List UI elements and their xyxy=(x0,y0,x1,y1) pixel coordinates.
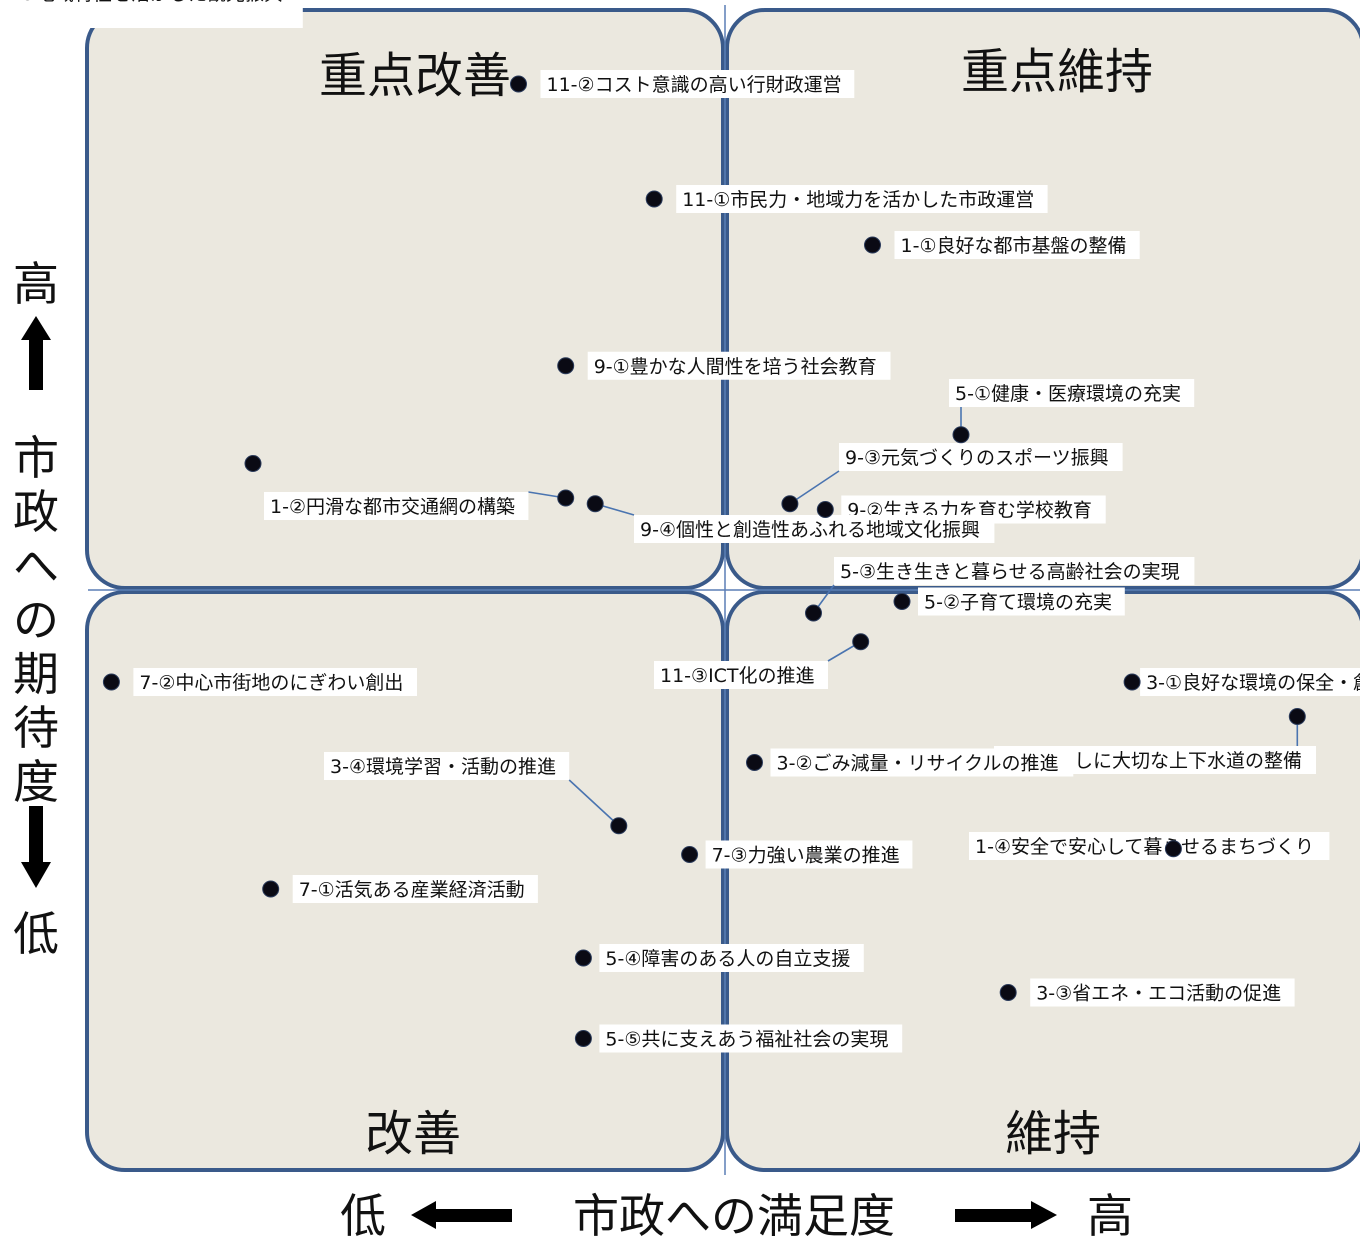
quadrant-title-bottom-right: 維持 xyxy=(1005,1106,1101,1162)
y-axis-label-char: 市 xyxy=(13,431,59,485)
x-axis-label: 市政への満足度 xyxy=(573,1189,895,1242)
point-label: 1-①良好な都市基盤の整備 xyxy=(901,235,1127,257)
point-label: 3-①良好な環境の保全・創造 xyxy=(1146,672,1360,694)
point-label-bg xyxy=(770,748,1074,777)
point-label: 5-①健康・医療環境の充実 xyxy=(955,383,1181,405)
leader-line xyxy=(568,779,620,827)
point-label: 5-⑤共に支えあう福祉社会の実現 xyxy=(605,1029,888,1051)
y-axis-label-char: の xyxy=(13,593,59,647)
data-point xyxy=(557,489,575,507)
point-label: 11-③ICT化の推進 xyxy=(660,665,815,687)
point-label: 9-③元気づくりのスポーツ振興 xyxy=(845,447,1109,469)
point-label-bg xyxy=(587,351,891,380)
point-label: 9-④個性と創造性あふれる地域文化振興 xyxy=(640,519,980,541)
point-label-bg xyxy=(705,840,913,869)
point-label-bg xyxy=(969,832,1330,860)
up-arrow-icon xyxy=(21,316,51,390)
point-label: 5-④障害のある人の自立支援 xyxy=(605,948,850,970)
point-label: 7-③力強い農業の推進 xyxy=(712,845,900,867)
point-label: 3-③省エネ・エコ活動の促進 xyxy=(1036,983,1281,1005)
data-point xyxy=(574,1030,592,1047)
y-axis-high: 高 xyxy=(13,257,59,311)
data-point xyxy=(746,754,763,771)
data-point xyxy=(244,455,262,472)
point-label-bg xyxy=(834,557,1195,585)
data-point xyxy=(893,593,911,610)
data-point xyxy=(262,880,280,898)
y-axis-label-char: へ xyxy=(13,539,59,593)
data-point xyxy=(1164,840,1182,858)
right-arrow-icon xyxy=(955,1201,1057,1229)
point-label-bg xyxy=(0,0,303,28)
point-label-bg xyxy=(292,875,538,903)
y-axis-label-char: 期 xyxy=(13,647,59,701)
leader-line xyxy=(789,470,840,505)
point-labels: 11-②コスト意識の高い行財政運営 11-①市民力・地域力を活かした市政運営 1-①… xyxy=(0,0,1360,1053)
data-point xyxy=(510,75,527,93)
point-label-bg xyxy=(324,752,570,780)
data-point xyxy=(852,633,870,651)
point-label: 9-①豊かな人間性を培う社会教育 xyxy=(594,356,877,378)
point-label: 5-②子育て環境の充実 xyxy=(924,592,1112,614)
point-label: 7-①活気ある産業経済活動 xyxy=(299,879,525,901)
point-label-bg xyxy=(654,661,828,689)
point-label-bg xyxy=(133,668,417,696)
point-label-bg xyxy=(949,379,1195,407)
quadrant-title-top-left: 重点改善 xyxy=(319,48,511,104)
point-label: 7-④地域特性を活かした観光振興 xyxy=(0,0,283,5)
point-label: 1-④安全で安心して暮らせるまちづくり xyxy=(975,836,1314,858)
point-label-bg xyxy=(1030,978,1295,1007)
y-axis-label-char: 政 xyxy=(13,485,59,539)
x-axis-low: 低 xyxy=(340,1189,386,1242)
point-label: 3-②ごみ減量・リサイクルの推進 xyxy=(777,753,1059,775)
point-label-bg xyxy=(599,944,864,972)
point-label-bg xyxy=(540,70,855,98)
point-label: 1-③暮らしに大切な上下水道の整備 xyxy=(1000,750,1302,772)
data-point xyxy=(1288,708,1306,725)
point-label: 11-①市民力・地域力を活かした市政運営 xyxy=(682,189,1034,211)
point-label-bg xyxy=(1140,668,1360,696)
point-label-bg xyxy=(676,185,1048,213)
point-label-bg xyxy=(918,587,1125,616)
data-point xyxy=(781,495,799,513)
data-points xyxy=(102,75,1306,1047)
data-point xyxy=(681,846,699,863)
point-label: 5-③生き生きと暮らせる高齢社会の実現 xyxy=(840,561,1180,583)
point-label-bg xyxy=(634,515,995,543)
data-point xyxy=(574,949,592,967)
data-point xyxy=(586,495,604,513)
quadrant-title-bottom-left: 改善 xyxy=(365,1106,461,1162)
point-label: 3-④環境学習・活動の推進 xyxy=(330,756,556,778)
left-arrow-icon xyxy=(411,1201,512,1229)
point-label-bg xyxy=(599,1024,903,1053)
data-point xyxy=(102,673,120,691)
data-point xyxy=(1123,673,1141,691)
data-point xyxy=(610,817,628,835)
point-label: 11-②コスト意識の高い行財政運営 xyxy=(547,74,842,96)
data-point xyxy=(816,501,834,518)
point-label: 1-②円滑な都市交通網の構築 xyxy=(270,496,515,518)
y-axis-low: 低 xyxy=(13,907,59,961)
point-label-bg xyxy=(264,492,529,520)
quadrant-top-left xyxy=(85,8,725,590)
data-point xyxy=(999,984,1017,1001)
x-axis-high: 高 xyxy=(1087,1189,1133,1242)
point-label-bg xyxy=(839,443,1123,471)
down-arrow-icon xyxy=(21,806,51,888)
data-point xyxy=(645,190,663,208)
y-axis-label-char: 度 xyxy=(13,755,59,809)
quadrant-title-top-right: 重点維持 xyxy=(961,44,1153,100)
point-label: 7-②中心市街地のにぎわい創出 xyxy=(139,672,403,694)
point-label-bg xyxy=(894,231,1140,259)
data-point xyxy=(805,604,822,622)
data-point xyxy=(952,426,970,444)
data-point xyxy=(557,357,575,375)
y-axis-label-char: 待 xyxy=(13,701,59,755)
data-point xyxy=(864,236,881,254)
